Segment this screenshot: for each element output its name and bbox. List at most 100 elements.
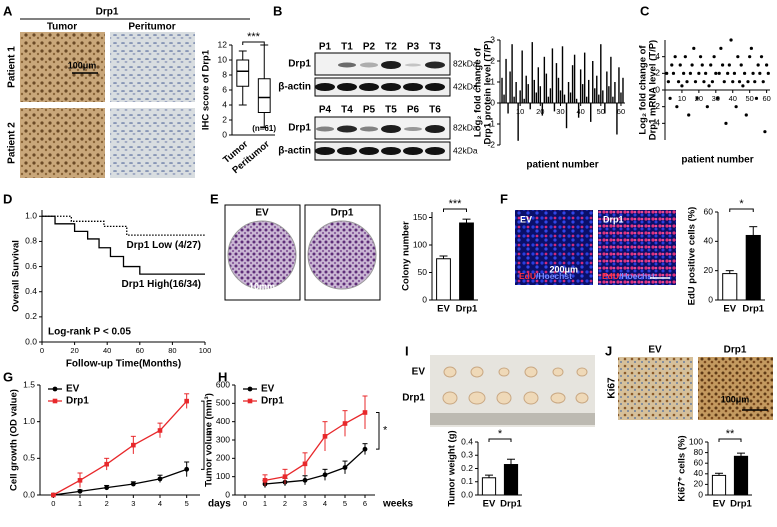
y-tick-label: 40: [694, 468, 704, 478]
size-label: 42kDa: [453, 81, 478, 91]
marker: [322, 472, 328, 478]
point: [736, 55, 740, 59]
point: [702, 80, 706, 84]
bar: [515, 82, 517, 103]
bar: [583, 52, 586, 103]
image-label: Drp1: [603, 214, 624, 224]
legend-marker: [52, 398, 58, 404]
point: [732, 71, 737, 75]
bar: [551, 48, 554, 103]
point: [683, 55, 687, 59]
point: [758, 71, 762, 75]
series-line: [264, 448, 366, 485]
significance-bracket: [488, 438, 512, 442]
y-tick-label: 100: [689, 436, 703, 446]
scale-label: 10mm: [249, 281, 275, 291]
bar: [545, 73, 548, 103]
edu-images: EV Drp1 EdU/Hoechst EdU/Hoechst 200μm: [515, 210, 676, 285]
series-line: [53, 400, 188, 496]
bar: [594, 88, 596, 103]
point: [748, 55, 752, 59]
point: [704, 71, 708, 75]
image-label: Drp1: [724, 345, 747, 356]
x-tick-label: 30: [712, 94, 720, 103]
image: [598, 210, 676, 285]
scale-label: 100μm: [68, 60, 97, 70]
y-tick-label: 0: [422, 294, 427, 304]
y-tick-label: 4: [222, 99, 227, 109]
y-axis-label: Cell growth (OD value): [9, 389, 20, 491]
x-tick-label: 5: [343, 499, 347, 508]
marker: [184, 466, 190, 472]
y-axis-label: Tumor volume (mm³): [204, 393, 215, 487]
x-tick-label: 3: [131, 499, 135, 508]
significance: *: [208, 429, 213, 441]
point: [697, 71, 701, 75]
y-axis-label: Log₂ fold change of: [473, 47, 484, 137]
x-tick-label: Drp1: [500, 499, 522, 510]
point: [731, 80, 735, 84]
lane-label: T5: [385, 105, 397, 116]
marker: [157, 476, 163, 482]
legend-label: Drp1: [66, 396, 89, 407]
point: [700, 63, 704, 67]
bar: [577, 103, 580, 118]
stain-edu: EdU: [602, 271, 619, 281]
x-tick-label: 50: [597, 107, 605, 116]
ihc-images: Drp1 Tumor Peritumor Patient 1 Patient 2…: [7, 7, 250, 178]
x-tick-label: 30: [556, 107, 564, 116]
bar: [575, 98, 578, 103]
y-tick-label: 100: [413, 239, 427, 249]
lane-label: P5: [363, 105, 376, 116]
x-tick-label: 4: [158, 499, 162, 508]
series-line: [53, 468, 187, 496]
x-tick-label: 0: [40, 346, 44, 355]
x-tick-label: 80: [168, 346, 176, 355]
x-tick-label: 10: [678, 94, 686, 103]
significance-bracket: [242, 41, 265, 45]
y-axis-label: Colony number: [401, 221, 412, 291]
bar: [620, 92, 622, 103]
y-tick-label: 20: [704, 265, 714, 275]
series-line: [42, 215, 205, 275]
y-tick-label: 300: [216, 434, 230, 444]
y-tick-label: 0.1: [461, 476, 473, 486]
point: [680, 84, 684, 88]
marker: [262, 478, 268, 483]
significance: **: [726, 428, 735, 440]
point: [720, 63, 725, 67]
bar: [567, 82, 570, 103]
significance-bracket: [729, 208, 754, 212]
bar: [547, 96, 550, 103]
panel-letter: C: [640, 3, 650, 18]
panel-letter: G: [3, 369, 13, 384]
band-label: β-actin: [278, 146, 311, 157]
point: [685, 80, 689, 84]
point: [717, 71, 721, 75]
row-label: Patient 2: [7, 122, 18, 164]
bar: [622, 77, 624, 103]
y-tick-label: 8: [222, 69, 227, 79]
bar: [618, 67, 620, 103]
x-axis-label: days: [208, 499, 231, 510]
marker: [302, 477, 308, 483]
marker: [130, 481, 136, 487]
image-label: Drp1: [331, 208, 354, 219]
bar: [579, 69, 582, 103]
y-tick-label: 20: [694, 479, 704, 489]
y-axis-label: EdU positive cells (%): [687, 207, 698, 306]
point: [737, 80, 742, 84]
chart: -2 -1 0 1 2 3 Log₂ fold change of Drp1 protein …: [473, 34, 626, 170]
x-axis-label: weeks: [382, 499, 413, 510]
point: [719, 46, 723, 50]
y-tick-label: 0.4: [461, 436, 473, 446]
stain-label: EdU/Hoechst: [519, 271, 572, 281]
ki67-images: EV Drp1 Ki67 100μm: [607, 345, 773, 420]
point: [734, 105, 738, 109]
bar: [588, 79, 590, 103]
y-tick-label: 50: [418, 267, 428, 277]
point: [709, 63, 713, 67]
bar: [436, 258, 451, 301]
